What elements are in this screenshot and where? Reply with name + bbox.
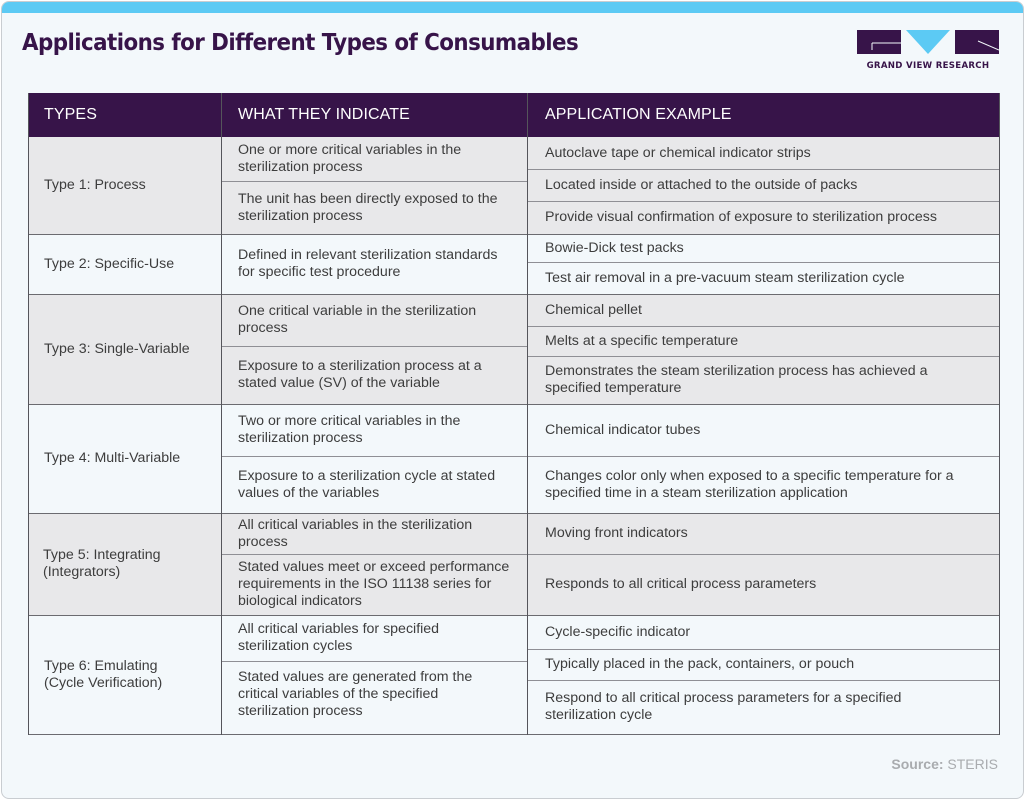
example-cell: Chemical indicator tubes (527, 404, 1000, 456)
cell-divider (221, 661, 527, 662)
row-divider (28, 615, 1000, 616)
cell-divider (527, 326, 1000, 327)
example-cell: Provide visual confirmation of exposure … (527, 201, 1000, 234)
example-cell: Responds to all critical process paramet… (527, 554, 1000, 615)
example-cell: Melts at a specific temperature (527, 326, 1000, 356)
cell-divider (527, 201, 1000, 202)
source-label: Source: (891, 756, 944, 772)
cell-divider (527, 262, 1000, 263)
cell-divider (221, 456, 527, 457)
indicates-cell: Stated values meet or exceed performance… (221, 554, 527, 615)
cell-divider (527, 680, 1000, 681)
table-border-right (999, 93, 1000, 735)
consumables-table: TYPES WHAT THEY INDICATE APPLICATION EXA… (28, 93, 1000, 735)
page-title: Applications for Different Types of Cons… (22, 30, 579, 56)
type-cell: Type 3: Single-Variable (28, 294, 221, 404)
source-note: Source: STERIS (822, 756, 998, 772)
indicates-cell: All critical variables for specified ste… (221, 615, 527, 661)
indicates-cell: Defined in relevant sterilization standa… (221, 234, 527, 294)
table-border-left (28, 93, 29, 735)
example-cell: Chemical pellet (527, 294, 1000, 326)
indicates-cell: The unit has been directly exposed to th… (221, 181, 527, 234)
row-divider (28, 234, 1000, 235)
example-cell: Cycle-specific indicator (527, 615, 1000, 649)
type-cell: Type 2: Specific-Use (28, 234, 221, 294)
example-cell: Demonstrates the steam sterilization pro… (527, 356, 1000, 404)
type-cell: Type 5: Integrating (Integrators) (28, 513, 221, 615)
type-cell: Type 1: Process (28, 137, 221, 234)
example-cell: Moving front indicators (527, 513, 1000, 554)
column-divider (527, 93, 528, 735)
row-divider (28, 294, 1000, 295)
brand-logo: GRAND VIEW RESEARCH (857, 30, 999, 74)
indicates-cell: All critical variables in the sterilizat… (221, 513, 527, 554)
row-divider (28, 404, 1000, 405)
cell-divider (221, 181, 527, 182)
column-divider (221, 93, 222, 735)
row-divider (28, 513, 1000, 514)
example-cell: Changes color only when exposed to a spe… (527, 456, 1000, 513)
grand-view-research-logo-icon (857, 30, 999, 54)
cell-divider (527, 169, 1000, 170)
column-header-application-example: APPLICATION EXAMPLE (527, 93, 1000, 137)
indicates-cell: One critical variable in the sterilizati… (221, 294, 527, 346)
column-header-types: TYPES (28, 93, 221, 137)
example-cell: Typically placed in the pack, containers… (527, 649, 1000, 680)
cell-divider (221, 346, 527, 347)
type-cell: Type 6: Emulating (Cycle Verification) (28, 615, 221, 734)
logo-text: GRAND VIEW RESEARCH (866, 61, 990, 71)
source-value: STERIS (947, 756, 998, 772)
example-cell: Bowie-Dick test packs (527, 234, 1000, 262)
cell-divider (527, 554, 1000, 555)
example-cell: Located inside or attached to the outsid… (527, 169, 1000, 201)
example-cell: Autoclave tape or chemical indicator str… (527, 137, 1000, 169)
type-cell: Type 4: Multi-Variable (28, 404, 221, 513)
example-cell: Respond to all critical process paramete… (527, 680, 1000, 734)
indicates-cell: Stated values are generated from the cri… (221, 661, 527, 734)
column-header-what-they-indicate: WHAT THEY INDICATE (221, 93, 527, 137)
indicates-cell: One or more critical variables in the st… (221, 137, 527, 181)
indicates-cell: Two or more critical variables in the st… (221, 404, 527, 456)
cell-divider (527, 649, 1000, 650)
indicates-cell: Exposure to a sterilization cycle at sta… (221, 456, 527, 513)
cell-divider (527, 456, 1000, 457)
accent-bar (2, 2, 1023, 13)
cell-divider (221, 554, 527, 555)
row-divider (28, 734, 1000, 735)
indicates-cell: Exposure to a sterilization process at a… (221, 346, 527, 404)
cell-divider (527, 356, 1000, 357)
example-cell: Test air removal in a pre-vacuum steam s… (527, 262, 1000, 294)
